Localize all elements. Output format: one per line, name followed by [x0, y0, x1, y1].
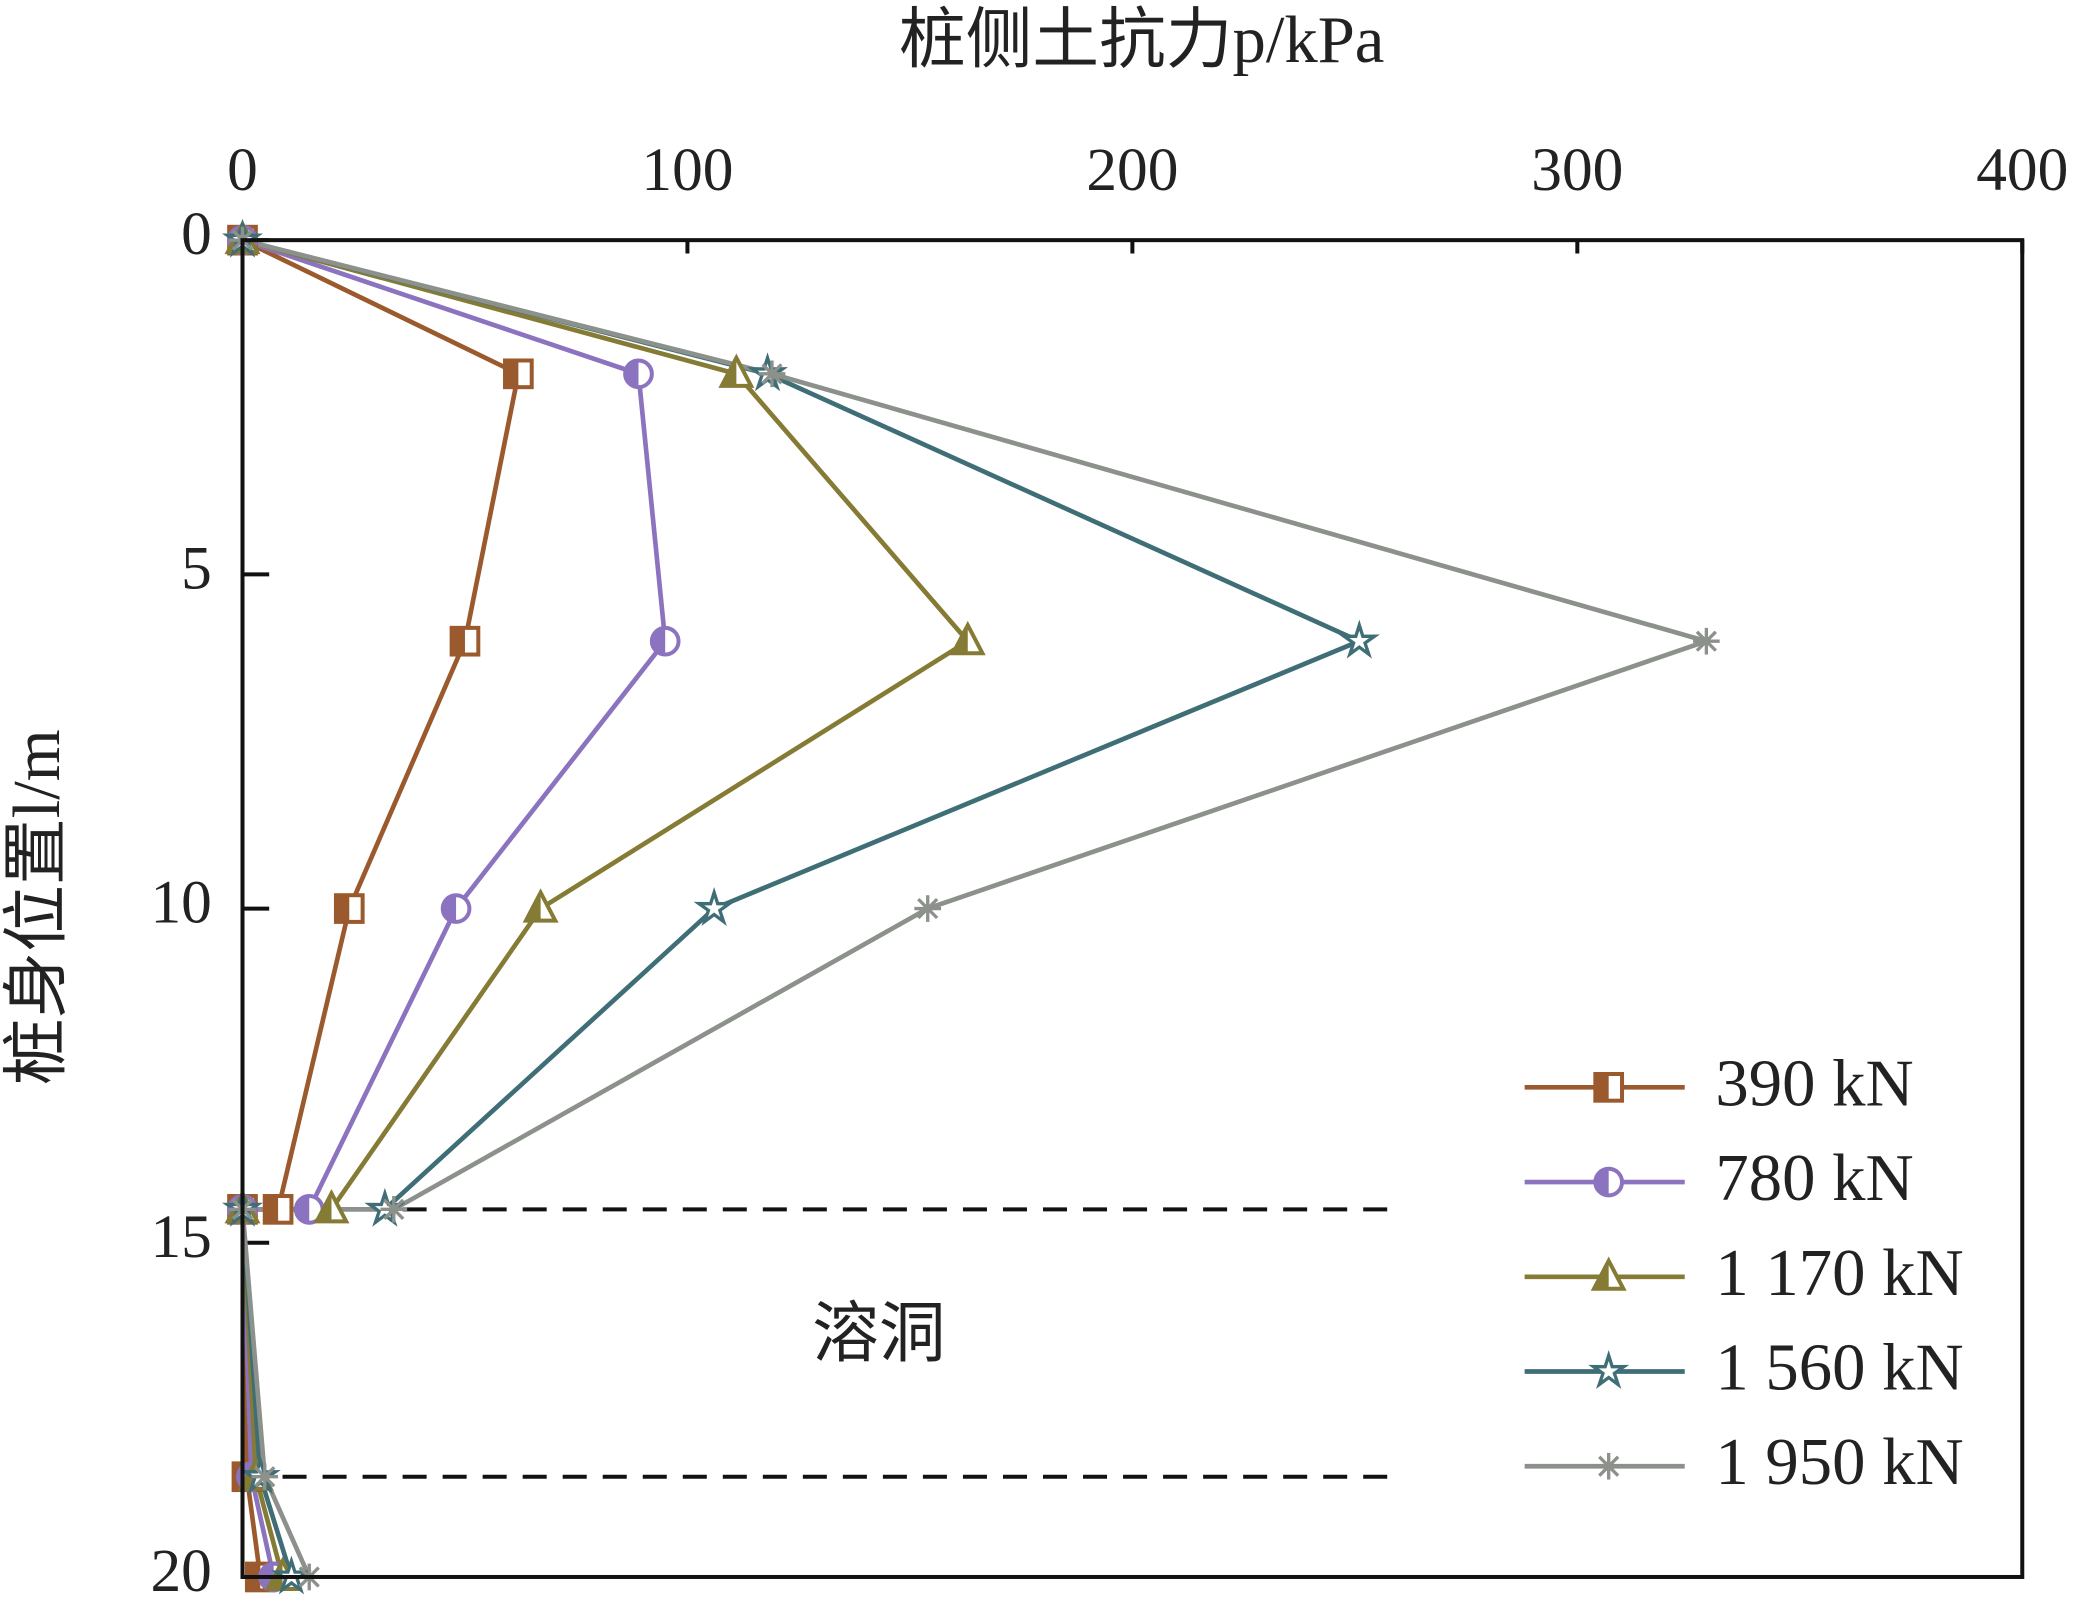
data-point	[623, 358, 654, 390]
legend-symbol	[1593, 1071, 1625, 1103]
marker-half	[451, 627, 465, 655]
marker-half	[295, 1196, 310, 1223]
y-tick-label: 10	[150, 869, 211, 937]
y-tick-label: 5	[181, 534, 212, 602]
marker-stroke	[1598, 1455, 1620, 1477]
series-line	[240, 237, 972, 1578]
data-point	[449, 625, 481, 657]
annotation: 溶洞	[812, 1298, 945, 1371]
legend-symbol	[1595, 1452, 1623, 1480]
data-point	[914, 895, 942, 922]
series-line	[240, 237, 668, 1578]
legend-marker	[1590, 1256, 1627, 1291]
marker-stroke	[1695, 630, 1717, 652]
series-line	[239, 237, 1715, 1578]
series-line	[240, 237, 1366, 1578]
x-tick-label: 400	[1976, 136, 2068, 204]
data-point	[313, 1189, 350, 1224]
legend-marker	[1595, 1452, 1623, 1480]
data-point	[333, 893, 365, 924]
legend-label: 390 kN	[1715, 1047, 1913, 1120]
legend-symbol	[1590, 1256, 1627, 1291]
data-point	[758, 360, 786, 388]
data-point	[949, 620, 986, 656]
marker-outline	[693, 887, 735, 926]
marker-half	[525, 892, 541, 921]
legend-symbol	[1593, 1166, 1625, 1198]
data-point	[293, 1194, 325, 1225]
x-tick-label: 300	[1531, 136, 1623, 204]
legend-label: 1 560 kN	[1715, 1331, 1963, 1404]
marker-half	[625, 360, 639, 388]
marker-half	[264, 1196, 279, 1223]
legend-symbol	[1588, 1349, 1630, 1389]
marker-stroke	[917, 897, 939, 920]
y-tick-label: 20	[150, 1537, 211, 1605]
marker-stroke	[761, 363, 783, 385]
marker-outline	[1338, 619, 1380, 659]
legend-label: 1 170 kN	[1715, 1237, 1963, 1310]
series-line	[240, 238, 522, 1578]
plot-frame	[240, 238, 2025, 1579]
marker-half	[505, 360, 519, 388]
y-axis-title: 桩身位置l/m	[1, 729, 74, 1085]
data-point	[718, 353, 755, 388]
marker-half	[1595, 1168, 1609, 1196]
x-axis-title: 桩侧土抗力p/kPa	[899, 4, 1384, 77]
x-tick-label: 0	[227, 136, 258, 204]
legend-marker	[1593, 1166, 1625, 1198]
y-tick-label: 15	[150, 1203, 211, 1271]
marker-half	[1595, 1074, 1609, 1101]
marker-outline	[1588, 1349, 1630, 1389]
data-point	[380, 1196, 408, 1223]
data-point	[693, 887, 735, 926]
data-point	[649, 625, 681, 657]
y-tick-label: 0	[181, 200, 212, 268]
data-point	[251, 1463, 279, 1491]
data-point	[440, 893, 472, 924]
marker-half	[442, 895, 457, 922]
legend-marker	[1593, 1071, 1625, 1103]
data-point	[503, 358, 534, 390]
legend-label: 1 950 kN	[1715, 1426, 1963, 1499]
data-point	[522, 888, 559, 923]
marker-half	[335, 895, 350, 922]
legend-label: 780 kN	[1715, 1142, 1913, 1215]
marker-half	[651, 627, 666, 655]
legend-marker	[1588, 1349, 1630, 1389]
marker-stroke	[383, 1198, 405, 1220]
marker-stroke	[254, 1466, 276, 1488]
data-point	[1693, 627, 1720, 655]
data-point	[262, 1194, 294, 1225]
data-point	[1338, 619, 1380, 659]
x-tick-label: 100	[641, 136, 733, 204]
x-tick-label: 200	[1086, 136, 1178, 204]
